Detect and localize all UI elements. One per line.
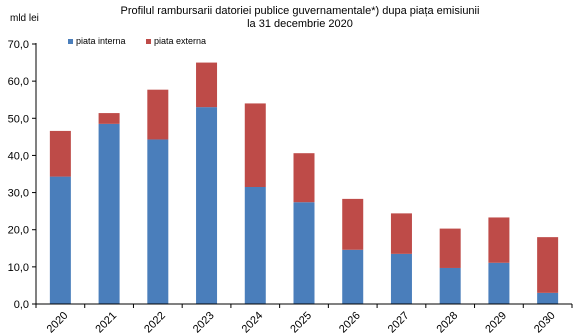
y-axis-ticks: 0,0 10,0 20,0 30,0 40,0 50,0 60,0 70,0 <box>8 39 36 311</box>
y-tick-label: 70,0 <box>8 39 29 51</box>
x-tick-label: 2027 <box>386 310 412 333</box>
bar-piata-interna <box>98 123 120 304</box>
legend-label: piata interna <box>76 36 126 46</box>
bar-piata-interna <box>147 139 169 304</box>
bar-piata-externa <box>342 198 364 250</box>
bar-piata-externa <box>147 89 169 140</box>
x-tick-label: 2023 <box>191 310 217 333</box>
bar-piata-interna <box>342 249 364 304</box>
bar-piata-externa <box>390 213 412 254</box>
y-tick-label: 40,0 <box>8 150 29 162</box>
legend-swatch <box>68 39 73 44</box>
x-tick-label: 2024 <box>240 310 266 333</box>
bar-piata-externa <box>244 103 266 187</box>
y-axis-unit-label: mld lei <box>10 13 39 24</box>
x-tick-label: 2022 <box>142 310 168 333</box>
bar-piata-interna <box>196 107 218 305</box>
bar-piata-interna <box>293 202 315 304</box>
y-tick-label: 30,0 <box>8 188 29 200</box>
bar-piata-externa <box>439 228 461 268</box>
x-tick-label: 2026 <box>337 310 363 333</box>
bar-piata-interna <box>244 187 266 304</box>
x-tick-label: 2021 <box>93 310 119 333</box>
x-tick-label: 2025 <box>288 310 314 333</box>
bar-series-group <box>49 62 559 305</box>
x-tick-label: 2029 <box>483 310 509 333</box>
axes <box>35 43 572 305</box>
bar-piata-externa <box>293 153 315 203</box>
bar-piata-externa <box>196 62 218 108</box>
y-tick-label: 10,0 <box>8 262 29 274</box>
legend: piata interna piata externa <box>68 36 206 46</box>
bar-piata-interna <box>439 267 461 304</box>
y-tick-label: 0,0 <box>14 299 29 311</box>
x-tick-label: 2020 <box>45 310 71 333</box>
bar-piata-externa <box>49 130 71 177</box>
y-tick-label: 60,0 <box>8 76 29 88</box>
x-tick-label: 2030 <box>532 310 558 333</box>
chart-title-line-2: la 31 decembrie 2020 <box>247 18 353 30</box>
chart-title-line-1: Profilul rambursarii datoriei publice gu… <box>120 5 480 17</box>
bar-piata-externa <box>537 237 559 293</box>
bar-piata-interna <box>488 262 510 304</box>
bar-piata-interna <box>537 292 559 304</box>
legend-swatch <box>146 39 151 44</box>
bar-piata-interna <box>49 176 71 304</box>
bar-piata-externa <box>488 217 510 263</box>
legend-label: piata externa <box>154 36 206 46</box>
y-tick-label: 50,0 <box>8 113 29 125</box>
x-axis-ticks: 2020 2021 2022 2023 2024 2025 2026 2027 2028 2029… <box>35 304 573 333</box>
bar-piata-interna <box>390 253 412 304</box>
bar-piata-externa <box>98 113 120 124</box>
x-tick-label: 2028 <box>435 310 461 333</box>
y-tick-label: 20,0 <box>8 225 29 237</box>
